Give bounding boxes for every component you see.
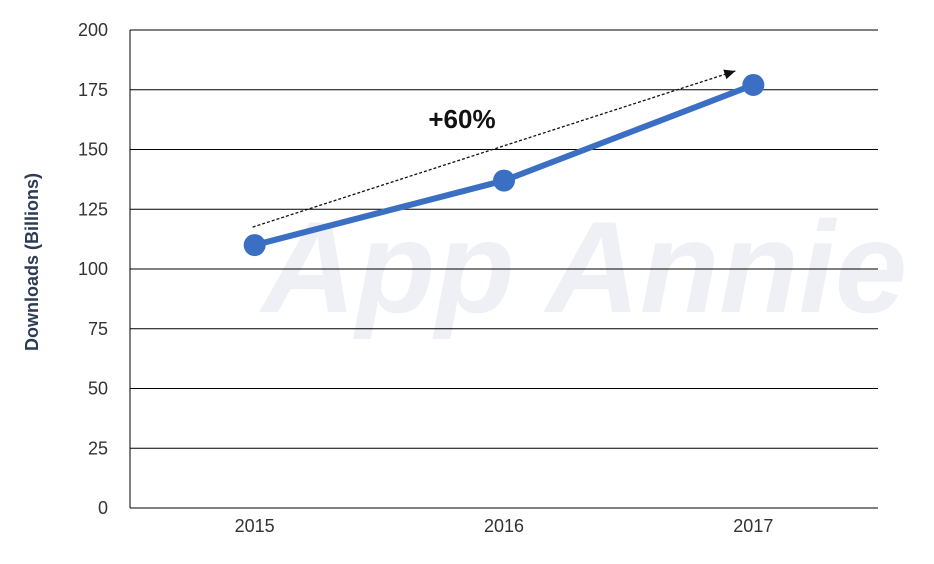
x-tick-labels: 2015 2016 2017 xyxy=(235,516,774,536)
y-tick-labels: 0 25 50 75 100 125 150 175 200 xyxy=(78,20,108,518)
y-tick-175: 175 xyxy=(78,80,108,100)
trend-arrow xyxy=(252,69,736,228)
y-axis-label: Downloads (Billions) xyxy=(22,173,42,351)
y-tick-0: 0 xyxy=(98,498,108,518)
y-tick-75: 75 xyxy=(88,319,108,339)
y-tick-50: 50 xyxy=(88,379,108,399)
data-points xyxy=(243,73,765,257)
y-tick-125: 125 xyxy=(78,199,108,219)
x-tick-2016: 2016 xyxy=(484,516,524,536)
y-tick-100: 100 xyxy=(78,259,108,279)
growth-annotation: +60% xyxy=(428,104,495,134)
data-point-2015 xyxy=(243,234,266,257)
arrow-shaft xyxy=(252,70,736,228)
data-point-2016 xyxy=(493,169,515,192)
y-tick-200: 200 xyxy=(78,20,108,40)
y-tick-150: 150 xyxy=(78,140,108,160)
x-tick-2015: 2015 xyxy=(235,516,275,536)
x-tick-2017: 2017 xyxy=(733,516,773,536)
arrow-head xyxy=(723,69,736,80)
data-point-2017 xyxy=(742,73,765,96)
gridlines xyxy=(129,29,878,509)
y-tick-25: 25 xyxy=(88,438,108,458)
